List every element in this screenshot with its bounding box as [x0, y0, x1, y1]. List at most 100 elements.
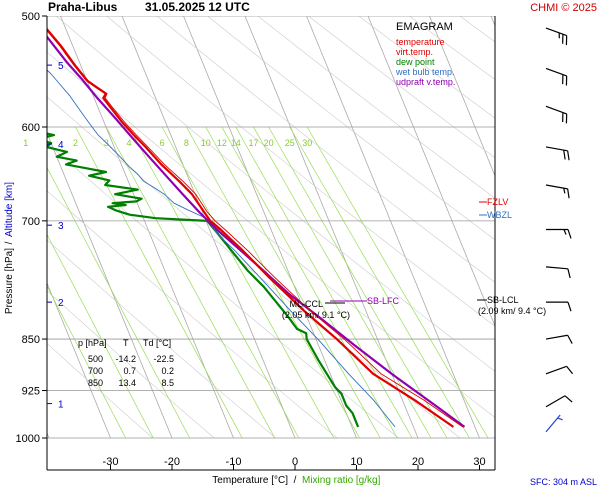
table-cell: 0.2 [161, 366, 174, 376]
wbzl-label: WBZL [487, 210, 512, 220]
mixing-ratio-line [128, 126, 300, 439]
wind-barb-half-flag [563, 229, 567, 235]
values-table: p [hPa] T Td [°C] 500 -14.2 -22.5 700 0.… [78, 338, 174, 388]
mixing-ratio-line [186, 126, 360, 439]
pressure-tick-label: 850 [22, 334, 40, 346]
table-cell: 0.7 [123, 366, 136, 376]
wind-barb [545, 365, 574, 375]
table-header-td: Td [°C] [143, 338, 171, 348]
wind-barb [545, 105, 568, 124]
dry-adiabat-line [156, 16, 495, 283]
table-cell: 500 [88, 354, 103, 364]
temperature-tick-label: 0 [292, 456, 298, 468]
table-cell: 700 [88, 366, 103, 376]
temperature-tick-label: -20 [164, 456, 180, 468]
wind-barb-flag [562, 112, 564, 123]
wind-barb-staff [545, 67, 567, 77]
wind-barb-flag [565, 75, 568, 86]
dry-adiabat-line [459, 16, 495, 43]
wind-barb-flag [562, 74, 564, 85]
table-cell: -22.5 [153, 354, 174, 364]
isotherm-line [490, 16, 495, 27]
annotations: FZLV WBZL SB-LFC ML-CCL (2.05 km/ 9.1 °C… [282, 197, 546, 320]
x-axis-label-sep: / [294, 475, 297, 486]
sb-lcl-label: SB-LCL [487, 295, 519, 305]
x-axis-label-temp: Temperature [°C] [212, 475, 288, 486]
altitude-tick-label: 2 [58, 298, 64, 309]
table-row: 700 0.7 0.2 [88, 366, 174, 376]
wind-barb-staff [545, 27, 567, 37]
mixing-ratio-line [105, 126, 276, 439]
datetime: 31.05.2025 12 UTC [145, 0, 250, 14]
y-axis-label: Pressure [hPa] / Altitude [km] [4, 182, 15, 314]
table-row: 850 13.4 8.5 [88, 378, 174, 388]
altitude-tick-label: 3 [58, 221, 64, 232]
altitude-tick-label: 5 [58, 61, 64, 72]
mixing-ratio-line [235, 126, 413, 439]
wind-barb-staff [545, 184, 568, 190]
mixing-ratio-line [221, 126, 398, 439]
wind-barb-flag [566, 365, 574, 375]
table-header-p: p [hPa] [78, 338, 107, 348]
temperature-line [47, 28, 455, 428]
wind-barb-half-flag [557, 417, 563, 421]
dry-adiabat-line [257, 16, 495, 199]
pressure-tick-label: 1000 [16, 433, 40, 445]
legend-temperature: temperature [396, 37, 445, 47]
wind-barb [546, 301, 572, 312]
temperature-tick-label: 10 [350, 456, 362, 468]
dry-adiabat-line [358, 16, 495, 119]
table-row: 500 -14.2 -22.5 [88, 354, 174, 364]
station-title: Praha-Libus [48, 0, 118, 14]
x-axis-label-mixing: Mixing ratio [g/kg] [302, 475, 381, 486]
altitude-tick-label: 1 [58, 400, 64, 411]
isotherm-line [244, 16, 419, 439]
wind-barb-flag [564, 395, 573, 403]
dry-adiabat-line [47, 343, 153, 439]
wet-bulb-line [47, 69, 396, 428]
wind-barb [545, 67, 568, 86]
mixing-ratio-label: 1 [23, 138, 28, 148]
dry-adiabat-line [56, 16, 495, 372]
dry-adiabat-line [47, 290, 215, 439]
altitude-labels: 1 2 3 4 5 [47, 61, 64, 411]
wind-barb-flag [567, 268, 571, 279]
mixing-ratio-label: 17 [248, 138, 258, 148]
dry-adiabat-line [510, 16, 600, 438]
ml-ccl-value: (2.05 km/ 9.1 °C) [282, 310, 350, 320]
wind-barb [545, 27, 568, 46]
wind-barb [546, 228, 572, 239]
isotherm-line [306, 16, 480, 439]
mixing-ratio-line [306, 126, 489, 439]
wind-barb [545, 395, 573, 408]
wind-barb-flag [567, 188, 570, 199]
legend-updraft: udpraft v.temp. [396, 77, 455, 87]
dew-point-line [47, 132, 360, 428]
wind-barb-staff [545, 105, 567, 115]
wind-barb-staff [545, 146, 568, 152]
isotherm-line [183, 16, 357, 439]
wind-barb-flag [565, 113, 568, 124]
wind-barb-staff [545, 414, 561, 433]
table-header-t: T [123, 338, 129, 348]
wind-barb-staff [545, 266, 568, 270]
wind-barb-flag [567, 229, 572, 239]
legend-title: EMAGRAM [396, 21, 453, 33]
isotherm-line [47, 132, 173, 439]
temperature-tick-label: -30 [103, 456, 119, 468]
mixing-ratio-label: 25 [285, 138, 295, 148]
mixing-ratio-line [268, 126, 448, 439]
mixing-ratio-line [75, 126, 243, 439]
mixing-ratio-label: 2 [73, 138, 78, 148]
y-axis-label-altitude: Altitude [km] [4, 182, 15, 237]
y-axis-label-sep: / [4, 241, 15, 244]
wind-barb [545, 184, 570, 199]
wind-barb [545, 146, 570, 161]
table-cell: -14.2 [115, 354, 136, 364]
legend-wet-bulb: wet bulb temp. [395, 67, 455, 77]
y-axis-label-pressure: Pressure [hPa] [4, 248, 15, 314]
wind-barb-flag [565, 35, 568, 46]
mixing-ratio-line [47, 166, 191, 439]
mixing-ratio-label: 10 [201, 138, 211, 148]
mixing-ratio-label: 30 [302, 138, 312, 148]
